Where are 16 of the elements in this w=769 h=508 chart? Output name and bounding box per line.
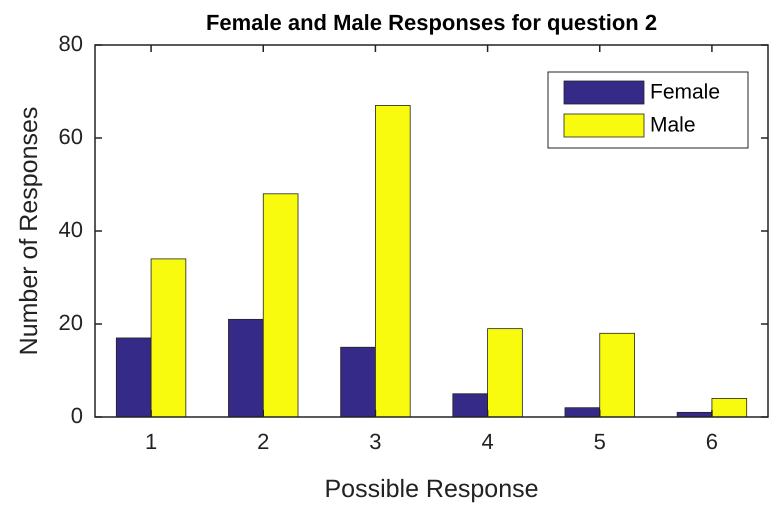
x-tick-label: 5 [594,429,606,454]
chart-title: Female and Male Responses for question 2 [206,10,658,35]
y-tick-label: 40 [58,216,83,242]
y-axis-title: Number of Responses [15,106,43,356]
y-tick-label: 20 [58,310,83,335]
x-tick-label: 6 [706,429,718,454]
y-tick-label: 0 [70,402,83,428]
x-tick-label: 2 [257,429,270,454]
legend-label: Male [650,114,696,137]
x-tick-label: 3 [369,429,382,454]
y-tick-label: 80 [58,30,83,56]
x-tick-label: 4 [481,429,494,454]
x-tick-label: 1 [144,429,158,454]
legend-label: Female [650,80,720,104]
y-tick-label: 60 [58,124,83,149]
x-axis-title: Possible Response [324,475,539,503]
